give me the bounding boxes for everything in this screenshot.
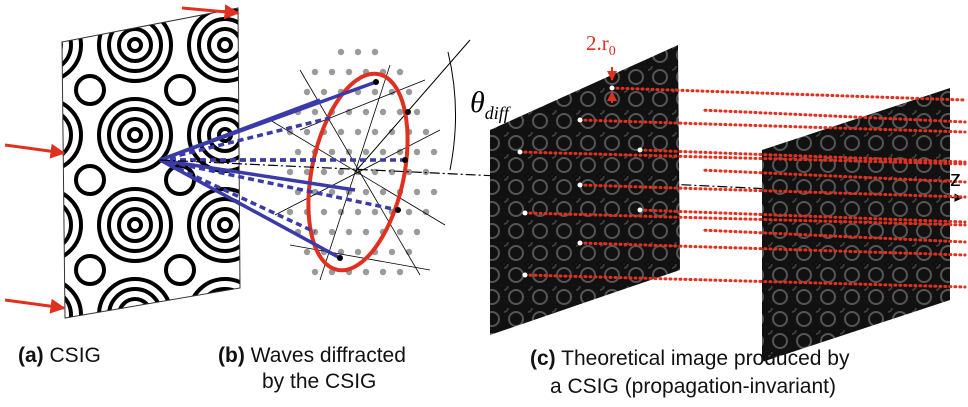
lattice-dot	[363, 149, 369, 155]
lattice-dot	[414, 229, 420, 235]
caption-line: Waves diffracted	[251, 344, 406, 367]
caption-b: (b) Waves diffracted	[218, 344, 406, 367]
lattice-dot	[363, 109, 369, 115]
radius-subscript: 0	[609, 44, 616, 59]
lattice-dot	[414, 149, 420, 155]
lattice-dot	[372, 129, 378, 135]
lattice-dot	[312, 109, 318, 115]
spot	[638, 148, 643, 153]
figure: θdiff 2.r0 z (a) CSIG (b) Waves diffract…	[0, 0, 968, 407]
spot	[610, 86, 615, 91]
caption-line: Theoretical image produced by	[561, 347, 850, 370]
spot	[698, 108, 703, 113]
lattice-dot	[397, 269, 403, 275]
lattice-dot	[423, 129, 429, 135]
panel-label: (a)	[18, 344, 44, 367]
lattice-dot	[423, 169, 429, 175]
lattice-dot	[372, 209, 378, 215]
lattice-dot	[338, 49, 344, 55]
lattice-dot	[287, 169, 293, 175]
caption-line: CSIG	[50, 344, 101, 367]
spot	[578, 118, 583, 123]
lattice-dot	[414, 109, 420, 115]
lattice-dot	[329, 69, 335, 75]
angle-arc	[448, 52, 456, 170]
grating	[62, 8, 240, 318]
lattice-dot	[372, 49, 378, 55]
spot	[523, 211, 528, 216]
lattice-dot	[380, 149, 386, 155]
lattice-dot	[397, 229, 403, 235]
spot	[523, 273, 528, 278]
lattice-dot	[329, 229, 335, 235]
lattice-dot	[312, 69, 318, 75]
lattice-dot	[406, 209, 412, 215]
lattice-dot	[304, 249, 310, 255]
panel-label: (b)	[218, 344, 245, 367]
spot	[578, 241, 583, 246]
spot	[698, 168, 703, 173]
angle-symbol: θ	[470, 86, 485, 119]
lattice-dot	[363, 269, 369, 275]
lattice-dot	[380, 109, 386, 115]
lattice-dot	[363, 189, 369, 195]
lattice-dot	[389, 249, 395, 255]
spot	[518, 150, 523, 155]
radius-main: 2.r	[586, 31, 609, 55]
lattice-dot	[414, 189, 420, 195]
lattice-dot	[380, 189, 386, 195]
lattice-dot	[321, 169, 327, 175]
angle-subscript: diff	[485, 103, 512, 123]
lattice-dot	[355, 209, 361, 215]
lattice-dot	[372, 89, 378, 95]
lattice-dot	[406, 89, 412, 95]
lattice-dot	[338, 169, 344, 175]
lattice-dot	[329, 149, 335, 155]
lattice-dot	[346, 229, 352, 235]
axis-label: z	[950, 166, 961, 191]
lattice-dot	[431, 189, 437, 195]
lattice-dot	[380, 269, 386, 275]
spot	[698, 228, 703, 233]
lattice-dot	[295, 149, 301, 155]
lattice-dot	[397, 109, 403, 115]
lattice-dot	[287, 209, 293, 215]
lattice-dot	[321, 209, 327, 215]
spot	[578, 183, 583, 188]
lattice-dot	[355, 129, 361, 135]
lattice-dot	[389, 169, 395, 175]
lattice-dot	[304, 129, 310, 135]
angle-label: θdiff	[470, 86, 512, 123]
lattice-dot	[312, 269, 318, 275]
lattice-dot	[338, 129, 344, 135]
lattice-dot	[431, 149, 437, 155]
lattice-dot	[346, 69, 352, 75]
lattice-dot	[304, 89, 310, 95]
caption-a: (a) CSIG	[18, 344, 101, 367]
lattice-dot	[397, 69, 403, 75]
lattice-dot	[355, 249, 361, 255]
caption-c-2: a CSIG (propagation-invariant)	[550, 375, 836, 398]
caption-c: (c) Theoretical image produced by	[530, 347, 850, 370]
lattice-dot	[355, 49, 361, 55]
lattice-dot	[363, 229, 369, 235]
panel-label: (c)	[530, 347, 556, 370]
lattice-dot	[321, 89, 327, 95]
caption-b-2: by the CSIG	[262, 370, 376, 393]
spot	[638, 208, 643, 213]
radius-label: 2.r0	[586, 31, 616, 59]
